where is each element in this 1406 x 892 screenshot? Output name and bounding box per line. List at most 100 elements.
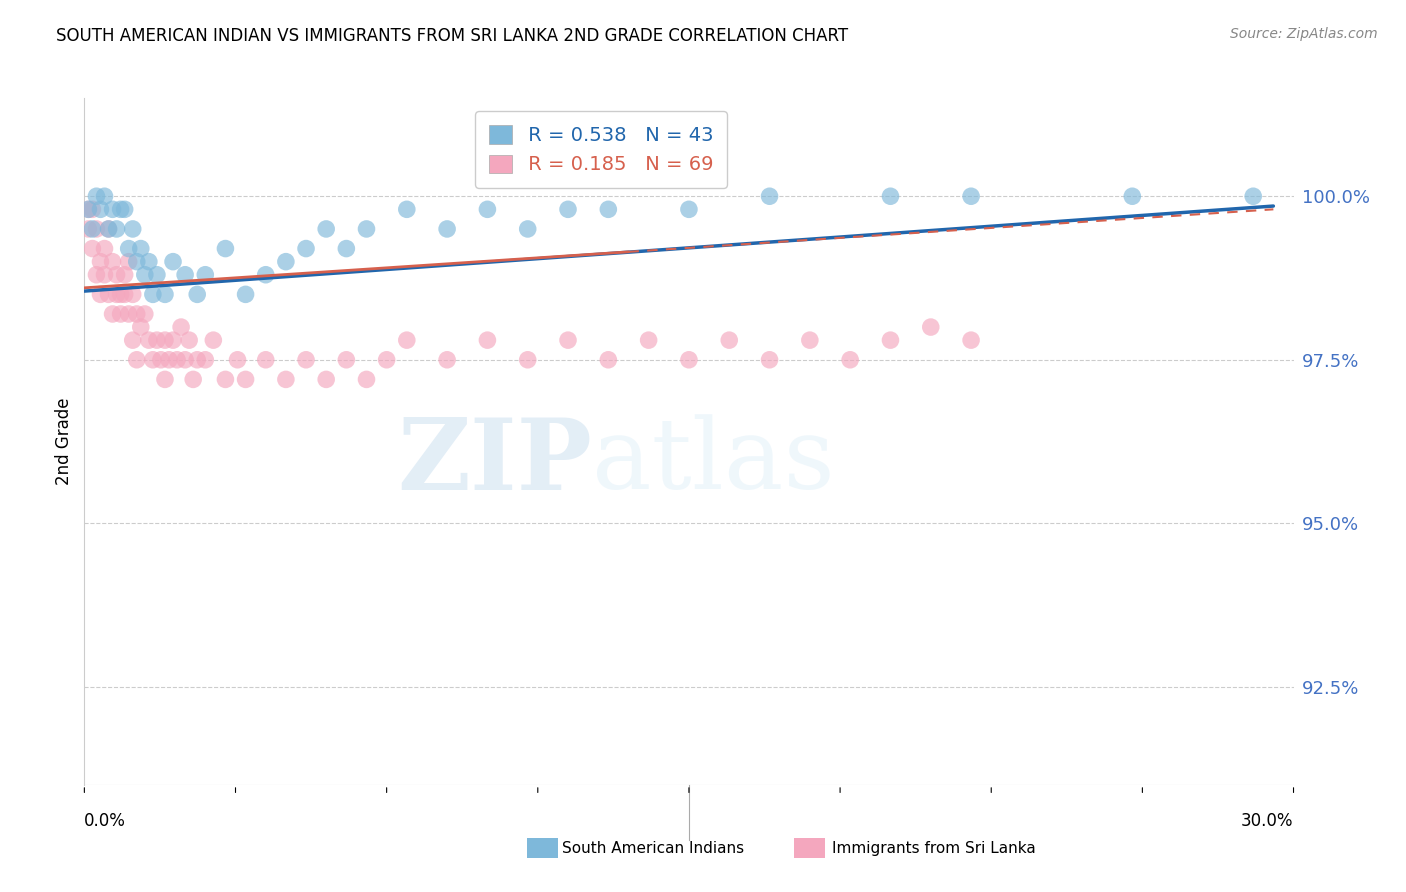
Point [129, 320, 152, 334]
Point [97, 222, 120, 236]
Point [86, 268, 108, 282]
Point [598, 352, 620, 367]
Point [101, 307, 124, 321]
Point [149, 352, 172, 367]
Point [82, 202, 104, 217]
Point [356, 372, 378, 386]
Point [82, 222, 104, 236]
Point [138, 254, 160, 268]
Point [146, 333, 169, 347]
Point [166, 352, 188, 367]
Text: SOUTH AMERICAN INDIAN VS IMMIGRANTS FROM SRI LANKA 2ND GRADE CORRELATION CHART: SOUTH AMERICAN INDIAN VS IMMIGRANTS FROM… [56, 27, 848, 45]
Point [93, 242, 115, 256]
Point [110, 202, 132, 217]
Point [93, 268, 115, 282]
Point [114, 202, 136, 217]
Point [254, 352, 277, 367]
Point [960, 189, 983, 203]
Text: Source: ZipAtlas.com: Source: ZipAtlas.com [1230, 27, 1378, 41]
Point [920, 320, 942, 334]
Point [194, 268, 217, 282]
Point [110, 307, 132, 321]
Point [89, 202, 111, 217]
Point [235, 372, 257, 386]
Point [1121, 189, 1143, 203]
Point [97, 222, 120, 236]
Point [181, 372, 204, 386]
Point [960, 333, 983, 347]
Text: Immigrants from Sri Lanka: Immigrants from Sri Lanka [832, 841, 1036, 855]
Point [678, 202, 700, 217]
Point [157, 352, 180, 367]
Point [114, 268, 136, 282]
Point [758, 352, 780, 367]
Point [436, 352, 458, 367]
Point [105, 222, 128, 236]
Point [335, 352, 357, 367]
Point [315, 372, 337, 386]
Point [335, 242, 357, 256]
Point [637, 333, 659, 347]
Point [678, 352, 700, 367]
Text: 30.0%: 30.0% [1241, 813, 1294, 830]
Legend:  R = 0.538   N = 43,  R = 0.185   N = 69: R = 0.538 N = 43, R = 0.185 N = 69 [475, 112, 727, 188]
Point [879, 189, 901, 203]
Point [477, 202, 499, 217]
Point [134, 307, 156, 321]
Point [274, 254, 297, 268]
Point [77, 222, 100, 236]
Point [101, 254, 124, 268]
Point [134, 268, 156, 282]
Point [516, 222, 538, 236]
Point [162, 333, 184, 347]
Point [395, 333, 418, 347]
Point [1241, 189, 1264, 203]
Point [138, 333, 160, 347]
Point [105, 268, 128, 282]
Point [142, 352, 165, 367]
Point [77, 202, 100, 217]
Point [97, 287, 120, 301]
Point [516, 352, 538, 367]
Point [125, 352, 148, 367]
Text: ZIP: ZIP [398, 414, 592, 510]
Point [226, 352, 249, 367]
Point [879, 333, 901, 347]
Point [121, 222, 143, 236]
Point [77, 202, 100, 217]
Point [121, 333, 143, 347]
Point [202, 333, 225, 347]
Point [118, 254, 141, 268]
Point [146, 268, 169, 282]
Point [235, 287, 257, 301]
Point [839, 352, 862, 367]
Point [121, 287, 143, 301]
Point [89, 254, 111, 268]
Point [153, 287, 176, 301]
Y-axis label: 2nd Grade: 2nd Grade [55, 398, 73, 485]
Point [254, 268, 277, 282]
Point [214, 242, 236, 256]
Point [142, 287, 165, 301]
Point [118, 242, 141, 256]
Point [86, 222, 108, 236]
Text: South American Indians: South American Indians [562, 841, 745, 855]
Point [557, 333, 579, 347]
Point [105, 287, 128, 301]
Point [295, 242, 318, 256]
Point [274, 372, 297, 386]
Point [186, 352, 208, 367]
Point [170, 320, 193, 334]
Point [799, 333, 821, 347]
Point [395, 202, 418, 217]
Point [86, 189, 108, 203]
Point [598, 202, 620, 217]
Point [110, 287, 132, 301]
Point [194, 352, 217, 367]
Point [375, 352, 398, 367]
Point [186, 287, 208, 301]
Point [153, 372, 176, 386]
Point [214, 372, 236, 386]
Point [174, 352, 197, 367]
Point [153, 333, 176, 347]
